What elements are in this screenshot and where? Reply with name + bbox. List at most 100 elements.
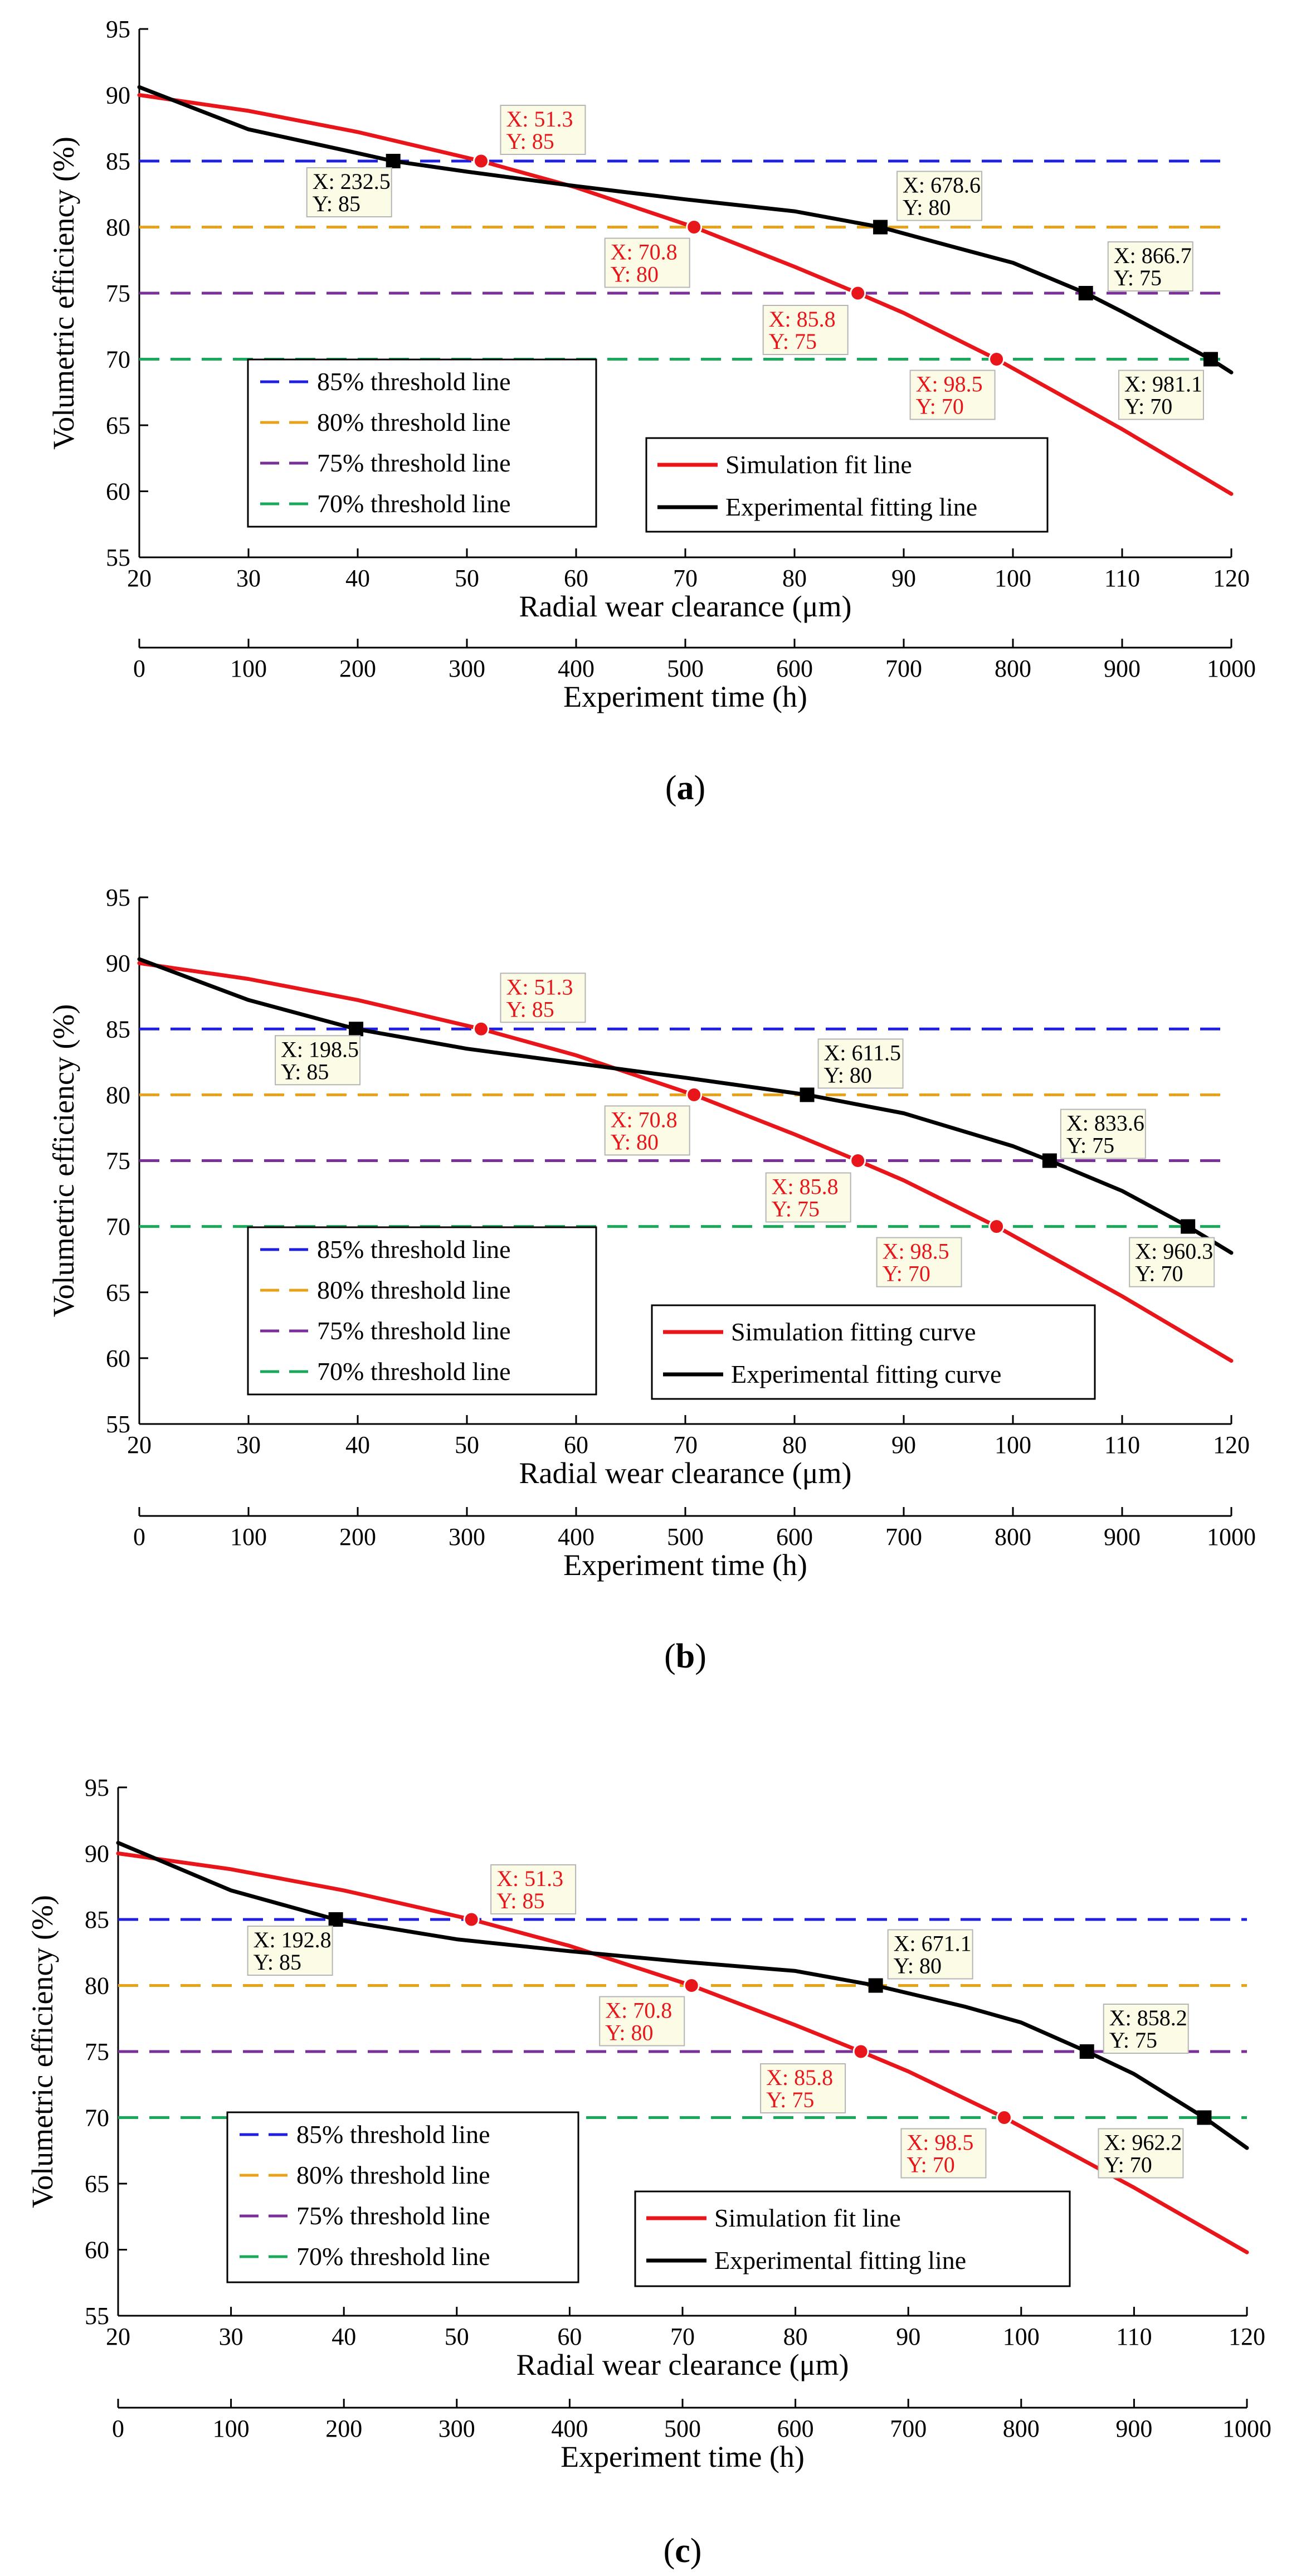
threshold-legend xyxy=(247,358,597,528)
y-tick-label: 60 xyxy=(106,478,130,506)
y-tick-label: 75 xyxy=(85,2038,109,2065)
experimental-label-y: Y: 85 xyxy=(254,1950,301,1975)
simulation-marker xyxy=(472,1020,489,1037)
x-tick-label: 70 xyxy=(673,565,698,592)
simulation-marker xyxy=(852,2043,869,2060)
y-tick-label: 60 xyxy=(85,2237,109,2264)
y-tick-label: 85 xyxy=(106,1015,130,1043)
time-tick-label: 900 xyxy=(1115,2415,1152,2442)
simulation-label-box xyxy=(909,370,996,420)
simulation-label-x: X: 98.5 xyxy=(907,2130,973,2155)
x-tick-label: 80 xyxy=(783,2323,808,2350)
experimental-marker xyxy=(386,154,401,168)
simulation-label-y: Y: 75 xyxy=(766,2087,814,2112)
simulation-label-x: X: 70.8 xyxy=(611,240,678,265)
time-tick-label: 700 xyxy=(885,1523,922,1551)
x-tick-label: 110 xyxy=(1116,2323,1152,2350)
panel-caption-letter: c xyxy=(675,2532,690,2570)
x-tick-label: 100 xyxy=(1003,2323,1040,2350)
legend-label-70: 70% threshold line xyxy=(317,1357,511,1386)
experimental-marker xyxy=(868,1978,883,1993)
x-tick-label: 40 xyxy=(332,2323,356,2350)
time-tick-label: 400 xyxy=(558,1523,594,1551)
y-tick-label: 80 xyxy=(106,1081,130,1109)
experimental-label-y: Y: 70 xyxy=(1124,394,1172,419)
experimental-label-box xyxy=(1107,241,1193,291)
simulation-label-x: X: 70.8 xyxy=(605,1998,672,2023)
simulation-marker xyxy=(988,351,1005,367)
experimental-label-y: Y: 70 xyxy=(1104,2152,1152,2178)
experimental-label-y: Y: 80 xyxy=(903,195,951,220)
experimental-curve xyxy=(116,1841,1249,2150)
y-tick-label: 80 xyxy=(106,214,130,241)
simulation-label-x: X: 70.8 xyxy=(611,1107,678,1132)
y-tick-label: 60 xyxy=(106,1345,130,1372)
simulation-marker xyxy=(988,1218,1005,1235)
time-tick-label: 900 xyxy=(1104,655,1141,682)
y-tick-label: 85 xyxy=(106,148,130,175)
experimental-marker xyxy=(349,1022,364,1037)
time-tick-label: 500 xyxy=(667,1523,704,1551)
time-tick-label: 200 xyxy=(339,1523,376,1551)
legend-label-85: 85% threshold line xyxy=(317,367,511,396)
simulation-marker xyxy=(996,2110,1012,2126)
time-axis-title: Experiment time (h) xyxy=(563,1548,807,1582)
experimental-label-box xyxy=(887,1929,973,1980)
simulation-label-box xyxy=(765,1172,851,1223)
time-tick-label: 800 xyxy=(995,1523,1031,1551)
legend-label-80: 80% threshold line xyxy=(317,408,511,436)
time-tick-label: 0 xyxy=(133,1523,145,1551)
simulation-label-y: Y: 85 xyxy=(506,129,554,154)
x-tick-label: 100 xyxy=(995,1431,1031,1459)
time-tick-label: 0 xyxy=(133,655,145,682)
threshold-legend xyxy=(247,1226,597,1396)
time-tick-label: 300 xyxy=(449,1523,485,1551)
simulation-label-x: X: 98.5 xyxy=(883,1239,949,1264)
y-axis-title: Volumetric efficiency (%) xyxy=(26,1895,59,2208)
experimental-label-box xyxy=(1129,1237,1215,1287)
x-tick-label: 60 xyxy=(564,565,588,592)
legend-label-simulation: Simulation fitting curve xyxy=(731,1318,976,1346)
y-tick-label: 95 xyxy=(106,16,130,43)
simulation-marker xyxy=(463,1911,480,1928)
legend-label-experimental: Experimental fitting curve xyxy=(731,1360,1001,1388)
x-tick-label: 110 xyxy=(1104,1431,1140,1459)
x-tick-label: 70 xyxy=(670,2323,695,2350)
simulation-label-y: Y: 80 xyxy=(611,1129,659,1154)
simulation-label-box xyxy=(500,105,586,155)
time-tick-label: 700 xyxy=(890,2415,927,2442)
chart-panel-b: 55 60 65 70 75 80 85 90 95 20 30 40 50 60 70 80 90 100 110… xyxy=(47,884,1256,1675)
time-tick-label: 1000 xyxy=(1207,655,1256,682)
simulation-marker xyxy=(683,1977,700,1994)
y-tick-label: 90 xyxy=(85,1840,109,1868)
x-tick-label: 80 xyxy=(782,565,807,592)
y-tick-label: 55 xyxy=(106,1411,130,1438)
simulation-label-y: Y: 80 xyxy=(611,262,659,287)
time-tick-label: 800 xyxy=(1003,2415,1040,2442)
experimental-label-y: Y: 85 xyxy=(281,1059,329,1084)
legend-label-85: 85% threshold line xyxy=(317,1235,511,1263)
simulation-label-y: Y: 75 xyxy=(769,329,817,354)
simulation-label-box xyxy=(762,305,849,355)
simulation-label-x: X: 51.3 xyxy=(506,106,573,132)
simulation-marker xyxy=(850,1153,866,1169)
y-tick-label: 95 xyxy=(85,1774,109,1801)
time-tick-label: 600 xyxy=(776,1523,813,1551)
experimental-label-y: Y: 85 xyxy=(313,191,360,216)
x-tick-label: 50 xyxy=(455,1431,479,1459)
simulation-label-y: Y: 70 xyxy=(907,2152,954,2178)
time-tick-label: 900 xyxy=(1104,1523,1141,1551)
x-tick-label: 50 xyxy=(445,2323,469,2350)
simulation-marker xyxy=(686,1086,703,1103)
panel-caption: (c) xyxy=(664,2532,702,2570)
simulation-marker xyxy=(686,219,703,235)
simulation-marker xyxy=(472,153,489,169)
experimental-label-x: X: 858.2 xyxy=(1109,2005,1187,2030)
legend-label-experimental: Experimental fitting line xyxy=(714,2246,966,2274)
y-tick-label: 70 xyxy=(106,346,130,373)
experimental-label-y: Y: 80 xyxy=(824,1062,872,1087)
legend-label-experimental: Experimental fitting line xyxy=(725,493,977,521)
experimental-label-box xyxy=(247,1926,333,1976)
time-tick-label: 200 xyxy=(339,655,376,682)
legend-label-80: 80% threshold line xyxy=(296,2161,490,2189)
